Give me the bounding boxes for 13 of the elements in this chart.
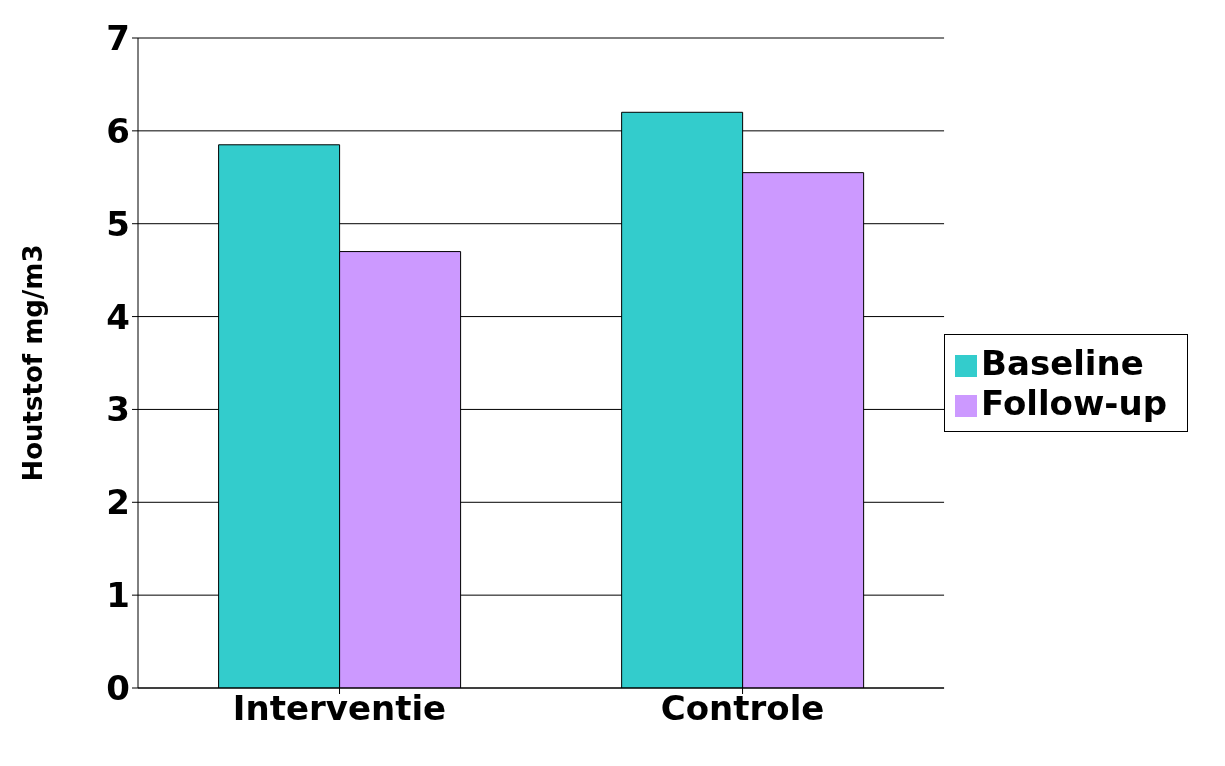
y-tick-label: 7 (106, 18, 130, 59)
y-tick-label: 0 (106, 668, 130, 709)
y-tick-label: 6 (106, 110, 130, 151)
y-axis-title: Houtstof mg/m3 (18, 244, 49, 482)
y-tick-label: 4 (106, 296, 130, 337)
y-tick-label: 3 (106, 389, 130, 430)
x-tick-label: Controle (660, 688, 825, 729)
y-tick-label: 1 (106, 575, 130, 616)
legend-label: Follow-up (981, 383, 1167, 423)
y-tick-label: 2 (106, 482, 130, 523)
y-tick-label: 5 (106, 203, 130, 244)
legend-label: Baseline (981, 343, 1144, 383)
x-tick-label: Interventie (232, 688, 447, 729)
